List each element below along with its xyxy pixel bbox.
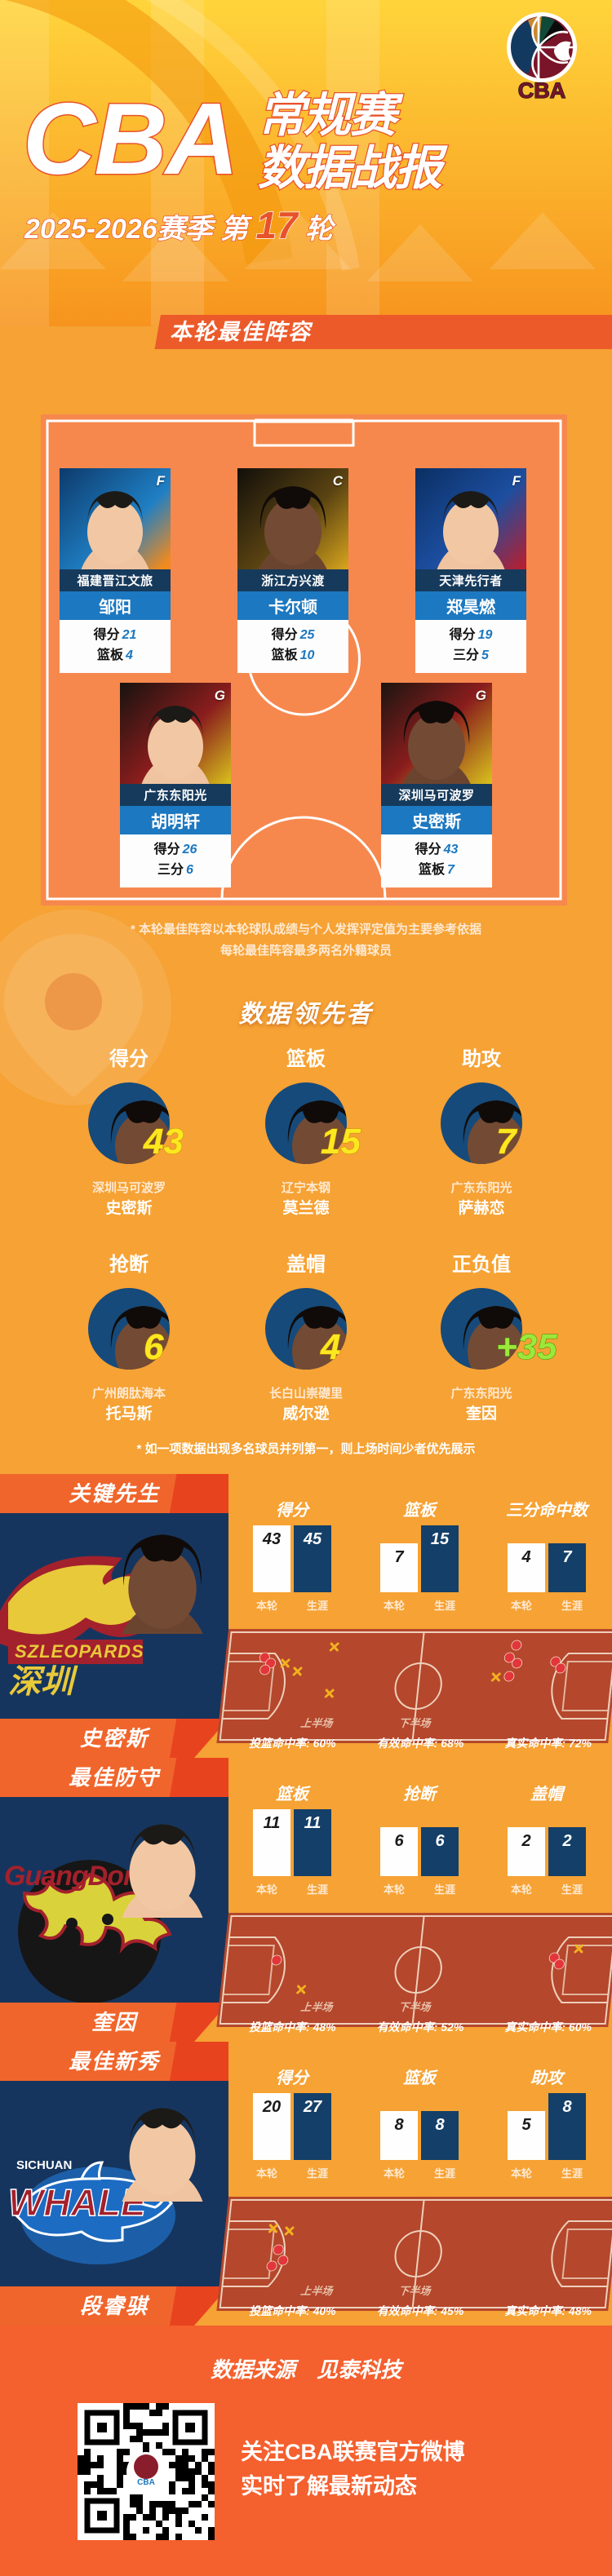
- svg-text:上半场: 上半场: [300, 2285, 335, 2297]
- svg-text:CBA: CBA: [137, 2478, 155, 2487]
- svg-text:下半场: 下半场: [398, 2285, 432, 2297]
- svg-text:CBA: CBA: [518, 78, 566, 103]
- svg-text:下半场: 下半场: [398, 1717, 432, 1729]
- svg-text:SICHUAN: SICHUAN: [16, 2158, 72, 2172]
- svg-text:SZLEOPARDS: SZLEOPARDS: [15, 1641, 144, 1662]
- svg-text:深圳: 深圳: [8, 1664, 78, 1700]
- svg-text:下半场: 下半场: [398, 2001, 432, 2013]
- svg-text:上半场: 上半场: [300, 2001, 335, 2013]
- svg-text:上半场: 上半场: [300, 1717, 335, 1729]
